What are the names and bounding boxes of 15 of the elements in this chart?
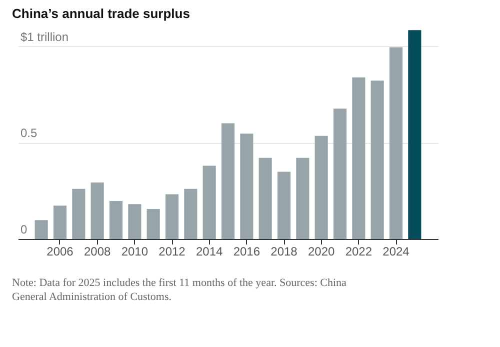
y-tick-label: $1 trillion [20,30,69,44]
y-tick-label: 0 [20,222,28,236]
x-tick-label: 2024 [382,244,410,258]
x-tick-label: 2022 [345,244,372,258]
x-tick-label: 2014 [196,244,224,258]
x-tick-label: 2018 [270,244,298,258]
text: Note: Data for 2025 includes the first 11 months of the year. Sources: China General Administration of Customs. [12,277,347,303]
x-tick-label: 2006 [46,244,74,258]
x-tick-label: 2020 [308,244,336,258]
x-tick-label: 2016 [233,244,260,258]
x-tick-label: 2010 [121,244,148,258]
x-tick-label: 2012 [158,244,186,258]
y-tick-label: 0.5 [20,126,38,140]
chart-title: China’s annual trade surplus [12,6,190,21]
x-tick-label: 2008 [84,244,112,258]
